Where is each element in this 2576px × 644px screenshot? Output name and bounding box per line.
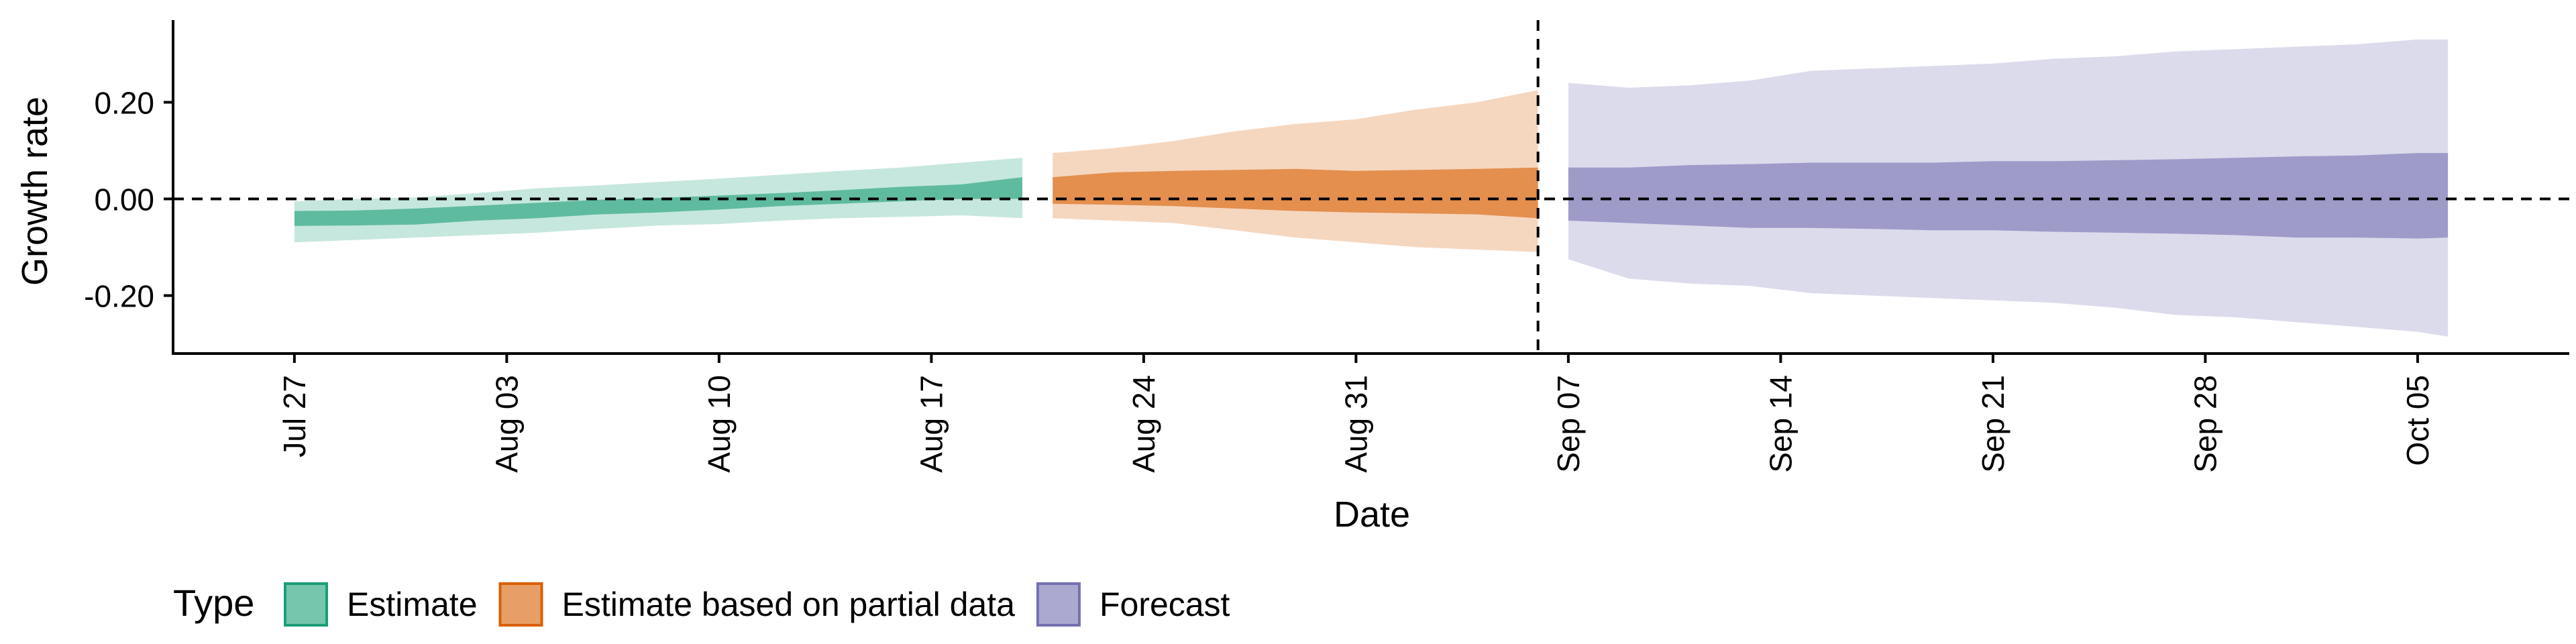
x-tick-label: Sep 07: [1551, 375, 1586, 473]
band-inner-estimate: [294, 177, 1022, 226]
uncertainty-bands: [294, 39, 2449, 337]
y-tick-label: -0.20: [84, 279, 154, 314]
legend: Type Estimate Estimate based on partial d…: [173, 582, 1230, 627]
x-tick-label: Aug 10: [702, 375, 737, 473]
axes: -0.20 0.00 0.20 Jul 27 Aug 03 Aug 10 Aug 17 Aug…: [84, 20, 2569, 473]
reference-lines: [173, 20, 2569, 354]
x-tick-label: Oct 05: [2400, 375, 2435, 466]
x-tick-label: Sep 28: [2188, 375, 2222, 473]
legend-label: Estimate based on partial data: [562, 586, 1016, 623]
x-axis-label: Date: [1334, 494, 1410, 535]
legend-swatch: [1036, 582, 1081, 627]
y-axis-label: Growth rate: [15, 97, 55, 286]
legend-label: Estimate: [347, 586, 478, 623]
x-tick-label: Aug 24: [1126, 375, 1161, 473]
legend-swatch: [498, 582, 543, 627]
x-tick-label: Aug 03: [489, 375, 524, 473]
x-tick-label: Sep 21: [1976, 375, 2010, 473]
legend-label: Forecast: [1099, 586, 1230, 623]
y-tick-label: 0.00: [94, 182, 154, 217]
x-tick-label: Sep 14: [1763, 375, 1798, 473]
x-tick-label: Aug 17: [914, 375, 949, 473]
x-tick-label: Jul 27: [277, 375, 312, 458]
legend-swatch: [284, 582, 328, 627]
x-tick-label: Aug 31: [1338, 375, 1373, 473]
band-inner-forecast: [1568, 153, 2449, 239]
band-inner-estimate-based-on-partial-data: [1053, 167, 1538, 219]
y-tick-label: 0.20: [94, 85, 154, 120]
legend-title: Type: [173, 582, 254, 624]
